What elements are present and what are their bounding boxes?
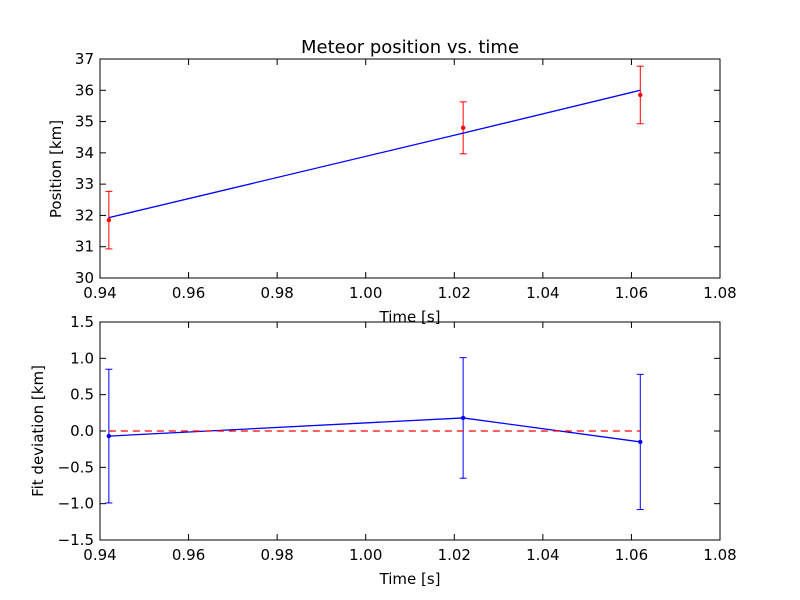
x-tick-label: 0.94	[83, 284, 116, 302]
x-tick-label: 1.02	[438, 546, 471, 564]
series-line	[108, 417, 641, 443]
y-axis-label: Fit deviation [km]	[29, 365, 47, 497]
y-tick-label: 37	[75, 50, 94, 68]
data-point	[460, 415, 466, 421]
position-panel: Meteor position vs. time Time [s] Positi…	[47, 37, 737, 326]
deviation-panel: Time [s] Fit deviation [km] 0.94 0.96 0.98…	[29, 313, 737, 588]
x-tick-label: 0.98	[260, 284, 293, 302]
plot-frame	[99, 321, 721, 541]
axis-ticks: 0.94 0.96 0.98 1.00 1.02 1.04 1.06 1.08 −1.5 −1.0…	[58, 313, 737, 564]
x-axis-label: Time [s]	[379, 308, 441, 326]
plot-marks	[105, 65, 644, 250]
data-point	[106, 217, 112, 223]
y-tick-label: 35	[75, 113, 94, 131]
x-tick-label: 0.96	[172, 284, 205, 302]
x-tick-label: 0.98	[260, 546, 293, 564]
y-tick-label: −1.0	[58, 495, 94, 513]
data-point	[638, 439, 643, 445]
data-point	[638, 92, 643, 98]
x-tick-label: 1.06	[615, 284, 648, 302]
x-tick-label: 1.00	[349, 546, 382, 564]
y-tick-label: 34	[75, 144, 94, 162]
plot-frame	[99, 58, 721, 279]
y-tick-label: 32	[75, 206, 94, 224]
y-tick-label: 30	[75, 269, 94, 287]
series-line	[108, 89, 641, 219]
x-tick-label: 1.02	[438, 284, 471, 302]
x-tick-label: 1.04	[526, 546, 559, 564]
x-tick-label: 1.08	[703, 284, 736, 302]
x-tick-label: 1.08	[703, 546, 736, 564]
plot-marks	[105, 357, 644, 510]
x-tick-label: 0.94	[83, 546, 116, 564]
y-tick-label: −1.5	[58, 531, 94, 549]
y-tick-label: 31	[75, 238, 94, 256]
chart-title: Meteor position vs. time	[301, 37, 519, 58]
y-tick-label: 33	[75, 175, 94, 193]
x-axis-label: Time [s]	[379, 570, 441, 588]
x-tick-label: 0.96	[172, 546, 205, 564]
y-tick-label: 36	[75, 81, 94, 99]
x-tick-label: 1.04	[526, 284, 559, 302]
y-tick-label: 1.5	[70, 313, 94, 331]
data-point	[460, 125, 466, 131]
x-tick-label: 1.06	[615, 546, 648, 564]
y-tick-label: 0.5	[70, 386, 94, 404]
axis-ticks: 0.94 0.96 0.98 1.00 1.02 1.04 1.06 1.08 30 31 32 33…	[75, 50, 737, 302]
y-axis-label: Position [km]	[47, 120, 65, 218]
y-tick-label: 0.0	[70, 422, 94, 440]
y-tick-label: 1.0	[70, 349, 94, 367]
data-point	[106, 433, 112, 439]
y-tick-label: −0.5	[58, 458, 94, 476]
x-tick-label: 1.00	[349, 284, 382, 302]
